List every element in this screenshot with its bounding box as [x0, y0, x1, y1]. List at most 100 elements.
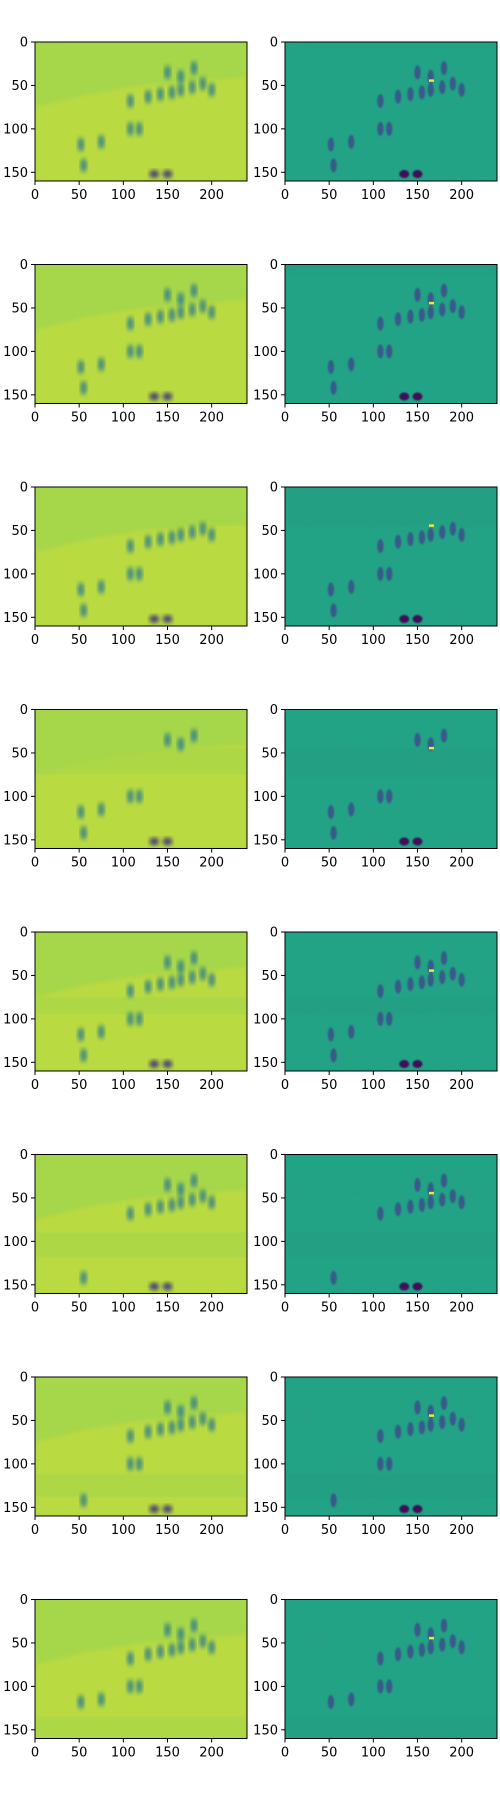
person-mark — [177, 69, 184, 84]
person-mark — [127, 121, 134, 136]
texture-mark — [353, 122, 360, 125]
texture-mark — [400, 795, 407, 798]
texture-mark — [367, 178, 374, 180]
texture-mark — [385, 168, 392, 171]
texture-mark — [399, 307, 406, 310]
texture-mark — [481, 527, 488, 530]
texture-mark — [415, 87, 422, 89]
person-mark — [199, 299, 207, 314]
person-mark — [440, 951, 448, 966]
person-mark — [168, 1197, 176, 1212]
y-tick-label: 150 — [253, 611, 278, 626]
x-tick-label: 50 — [321, 633, 338, 648]
texture-mark — [353, 832, 360, 835]
texture-mark — [432, 353, 439, 356]
person-mark — [189, 525, 196, 540]
texture-mark — [416, 1019, 423, 1022]
texture-mark — [466, 791, 473, 793]
person-mark — [127, 1429, 134, 1444]
y-tick-label: 0 — [20, 258, 28, 273]
axes-frame — [284, 709, 498, 849]
person-mark — [412, 837, 423, 846]
texture-mark — [353, 610, 360, 612]
texture-mark — [302, 351, 309, 353]
texture-mark — [305, 1230, 312, 1232]
texture-mark — [416, 352, 423, 354]
occluded-band — [285, 748, 497, 778]
texture-mark — [435, 565, 442, 567]
person-mark — [458, 527, 465, 542]
texture-mark — [368, 1014, 375, 1017]
texture-mark — [451, 1499, 458, 1501]
texture-mark — [434, 1635, 441, 1637]
axes-frame — [34, 709, 248, 849]
person-mark — [149, 1060, 160, 1069]
x-tick-label: 50 — [71, 411, 88, 426]
person-mark — [98, 1692, 105, 1707]
texture-mark — [415, 1422, 422, 1424]
person-mark — [418, 975, 426, 990]
person-mark — [458, 972, 465, 987]
x-tick-label: 150 — [405, 411, 430, 426]
texture-mark — [451, 121, 458, 124]
heatmap-image — [35, 264, 247, 404]
person-mark — [439, 1192, 446, 1207]
texture-mark — [335, 619, 342, 622]
person-mark — [189, 1192, 196, 1207]
x-tick-label: 150 — [155, 856, 180, 871]
texture-mark — [433, 1509, 440, 1511]
person-mark — [136, 344, 143, 359]
x-tick-label: 100 — [361, 1301, 386, 1316]
x-tick-label: 50 — [71, 633, 88, 648]
person-mark — [327, 1695, 335, 1710]
person-mark — [327, 582, 335, 597]
texture-mark — [368, 1639, 375, 1641]
x-tick-label: 100 — [361, 411, 386, 426]
texture-mark — [483, 612, 490, 615]
occluded-band — [35, 748, 247, 775]
person-mark — [386, 344, 393, 359]
texture-mark — [302, 1463, 309, 1466]
texture-mark — [321, 341, 328, 344]
person-mark — [449, 966, 457, 981]
texture-mark — [481, 305, 488, 307]
person-mark — [77, 805, 85, 820]
texture-mark — [465, 400, 472, 402]
texture-mark — [466, 1681, 473, 1683]
x-tick-label: 0 — [281, 188, 289, 203]
texture-mark — [368, 1459, 375, 1462]
texture-mark — [321, 1231, 328, 1234]
texture-mark — [484, 1406, 491, 1409]
texture-mark — [451, 831, 458, 834]
texture-mark — [369, 1502, 376, 1504]
x-tick-label: 100 — [361, 633, 386, 648]
person-mark — [77, 1695, 85, 1710]
texture-mark — [285, 42, 291, 44]
heatmap-image — [285, 264, 497, 404]
x-tick-label: 150 — [155, 1301, 180, 1316]
y-tick-label: 50 — [11, 1414, 28, 1429]
texture-mark — [435, 342, 442, 345]
y-tick-label: 150 — [253, 388, 278, 403]
texture-mark — [317, 88, 324, 90]
person-mark — [80, 825, 87, 840]
person-mark — [330, 1270, 337, 1285]
texture-mark — [367, 623, 374, 625]
person-mark — [394, 1202, 402, 1217]
person-mark — [136, 1456, 143, 1471]
person-mark — [394, 534, 402, 549]
y-tick-label: 100 — [3, 345, 28, 360]
texture-mark — [415, 309, 422, 312]
texture-mark — [318, 130, 325, 133]
texture-mark — [466, 1638, 473, 1641]
texture-mark — [337, 121, 344, 123]
x-tick-label: 50 — [71, 188, 88, 203]
texture-mark — [402, 1409, 409, 1411]
texture-mark — [383, 528, 390, 531]
texture-mark — [448, 1690, 455, 1693]
x-tick-label: 200 — [199, 1746, 224, 1761]
texture-mark — [350, 579, 357, 581]
texture-mark — [451, 609, 458, 611]
person-mark — [136, 566, 143, 581]
y-tick-label: 0 — [20, 1371, 28, 1386]
